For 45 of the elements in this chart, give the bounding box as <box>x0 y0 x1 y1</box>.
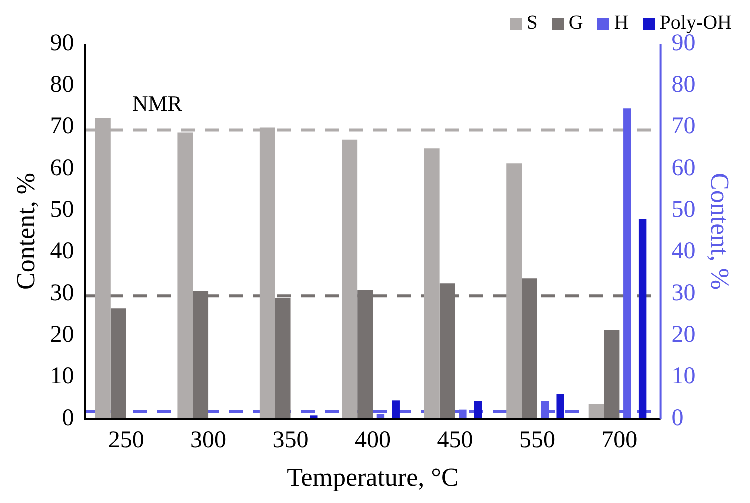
x-axis-title: Temperature, °C <box>287 463 459 492</box>
y2-tick-label: 10 <box>672 364 696 390</box>
y2-axis-title: Content, % <box>706 173 735 290</box>
y2-tick-label: 60 <box>672 155 696 182</box>
y2-tick-label: 50 <box>672 196 696 223</box>
bar <box>522 278 538 419</box>
x-tick-label: 400 <box>355 428 391 454</box>
legend-label: Poly-OH <box>660 12 732 34</box>
y2-tick-label: 20 <box>672 322 696 348</box>
y-tick-label: 30 <box>50 280 74 306</box>
ref-line-label: NMR <box>132 91 183 116</box>
y2-tick-label: 70 <box>672 114 696 140</box>
bar <box>342 140 358 419</box>
y2-tick-label: 80 <box>672 72 696 98</box>
bar <box>638 219 647 419</box>
x-tick-label: 250 <box>108 428 144 454</box>
bar <box>588 404 604 419</box>
legend-label: H <box>614 12 629 35</box>
y-tick-label: 60 <box>50 155 74 182</box>
x-tick-label: 450 <box>437 428 474 454</box>
y-tick-label: 50 <box>50 196 74 223</box>
legend-label: G <box>568 12 584 35</box>
bar <box>392 400 400 419</box>
y2-tick-label: 0 <box>672 405 684 432</box>
bar <box>604 330 620 419</box>
x-tick-label: 550 <box>519 428 556 454</box>
legend-label: S <box>526 12 538 35</box>
bar <box>474 402 482 419</box>
x-tick-label: 700 <box>602 428 638 454</box>
y-tick-label: 70 <box>50 114 74 140</box>
y2-tick-label: 30 <box>672 280 696 306</box>
bar <box>556 394 564 419</box>
x-tick-label: 300 <box>190 428 227 454</box>
y-tick-label: 90 <box>50 30 74 56</box>
x-tick-label: 350 <box>272 428 309 454</box>
bar <box>424 148 440 419</box>
y-tick-label: 40 <box>50 238 74 265</box>
y-tick-label: 10 <box>50 364 74 390</box>
y-axis-title: Content, % <box>11 173 40 290</box>
y2-tick-label: 40 <box>672 238 696 265</box>
bar <box>110 308 126 419</box>
bar <box>506 164 522 419</box>
y-tick-label: 20 <box>50 322 74 348</box>
y-tick-label: 80 <box>50 72 74 98</box>
y-tick-label: 0 <box>62 405 74 432</box>
